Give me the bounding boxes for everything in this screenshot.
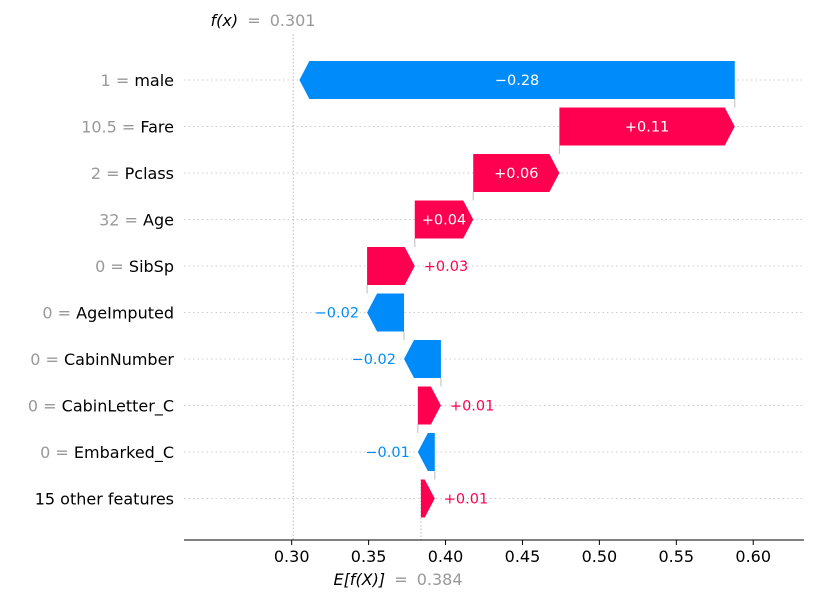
x-axis-tick-label: 0.35 <box>351 547 387 566</box>
fx-header: f(x) = 0.301 <box>211 11 316 30</box>
feature-label: 0 = CabinNumber <box>30 350 174 369</box>
feature-name: Fare <box>140 118 174 137</box>
bar-positive <box>559 107 735 146</box>
feature-label: 0 = Embarked_C <box>40 443 174 463</box>
x-axis-tick-label: 0.40 <box>428 547 464 566</box>
feature-name: CabinNumber <box>64 350 174 369</box>
bar-negative <box>299 61 735 99</box>
bar-value-label: +0.01 <box>450 399 494 415</box>
ex-header-label: E[f(X)] <box>333 570 385 589</box>
feature-value: 2 = <box>91 164 125 183</box>
x-axis-tick-label: 0.50 <box>582 547 618 566</box>
bar-positive <box>420 479 435 518</box>
feature-label: 32 = Age <box>99 211 174 230</box>
feature-value: 0 = <box>40 443 74 462</box>
feature-name: SibSp <box>129 257 174 276</box>
bar-value-label: −0.28 <box>495 73 539 89</box>
feature-value: 32 = <box>99 211 143 230</box>
bar-value-label: −0.02 <box>352 352 396 368</box>
x-axis-tick-label: 0.55 <box>658 547 694 566</box>
feature-name: Embarked_C <box>74 443 174 463</box>
bar-positive <box>414 200 474 239</box>
fx-header-value: 0.301 <box>270 11 316 30</box>
feature-name: AgeImputed <box>76 304 174 323</box>
feature-label: 0 = AgeImputed <box>42 304 174 323</box>
bar-negative <box>417 433 435 471</box>
bar-value-label: −0.01 <box>365 445 409 461</box>
feature-value: 0 = <box>30 350 64 369</box>
bar-negative <box>404 340 441 378</box>
feature-value: 10.5 = <box>81 118 140 137</box>
bar-negative <box>367 293 404 332</box>
feature-label: 0 = CabinLetter_C <box>28 397 174 417</box>
feature-name: Age <box>143 211 174 230</box>
bar-positive <box>367 247 415 285</box>
feature-label: 0 = SibSp <box>95 257 174 276</box>
feature-label: 10.5 = Fare <box>81 118 174 137</box>
feature-name: 15 other features <box>35 490 174 509</box>
fx-header-label: f(x) <box>211 11 239 30</box>
bar-value-label: +0.04 <box>422 213 466 229</box>
ex-header-value: 0.384 <box>417 570 463 589</box>
x-axis-tick-label: 0.45 <box>505 547 541 566</box>
bar-value-label: +0.03 <box>424 259 468 275</box>
feature-name: CabinLetter_C <box>62 397 174 417</box>
bar-positive <box>473 154 560 192</box>
feature-value: 0 = <box>28 397 62 416</box>
feature-name: male <box>134 71 174 90</box>
feature-label: 1 = male <box>101 71 174 90</box>
ex-header: E[f(X)] = 0.384 <box>333 570 462 589</box>
feature-name: Pclass <box>125 164 174 183</box>
bar-positive <box>417 386 441 425</box>
feature-value: 1 = <box>101 71 135 90</box>
x-axis-tick-label: 0.60 <box>735 547 771 566</box>
feature-value: 0 = <box>95 257 129 276</box>
feature-label: 15 other features <box>35 490 174 509</box>
feature-label: 2 = Pclass <box>91 164 174 183</box>
x-axis-tick-label: 0.30 <box>274 547 310 566</box>
bar-value-label: +0.11 <box>625 120 669 136</box>
feature-value: 0 = <box>42 304 76 323</box>
bar-value-label: +0.06 <box>494 166 538 182</box>
bar-value-label: −0.02 <box>315 306 359 322</box>
bar-value-label: +0.01 <box>444 492 488 508</box>
